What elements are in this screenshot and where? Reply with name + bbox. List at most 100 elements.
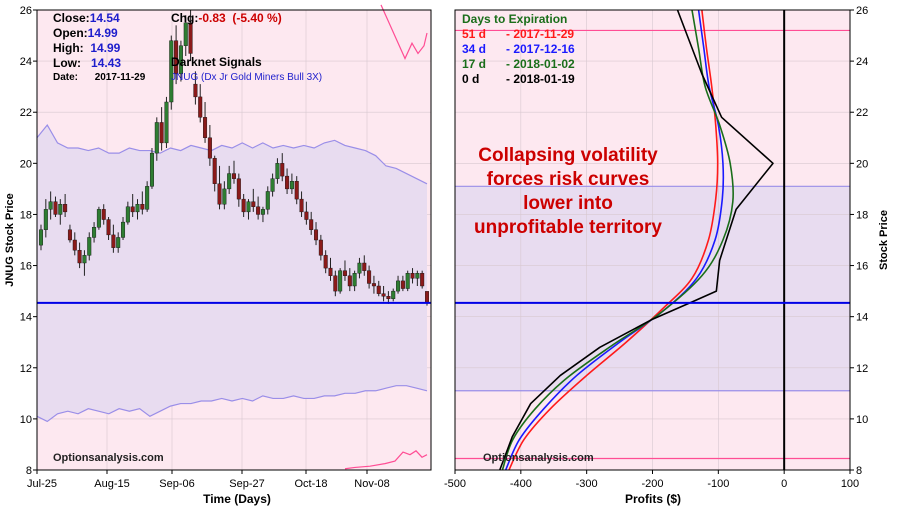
candle [92,222,97,243]
candle-body [111,234,116,248]
candle [217,165,222,210]
candle-body [164,101,169,144]
candle-body [198,96,203,118]
candle-body [53,201,58,215]
chg-label: Chg: [171,11,199,25]
high-value: 14.99 [90,41,121,55]
symbol-title: JNUG (Dx Jr Gold Miners Bull 3X) [171,70,322,85]
candle [227,165,232,194]
candle-body [217,183,222,205]
signals-label: Darknet Signals [171,55,262,69]
right-x-axis-label: Profits ($) [625,492,681,506]
candle-body [357,262,362,274]
left-y-axis-label: JNUG Stock Price [4,193,16,287]
low-readout: Low: 14.43 [53,56,121,71]
low-label: Low: [53,56,81,70]
right-y-tick-label: 24 [856,56,868,68]
candle [169,35,174,110]
candle-body [415,273,420,279]
candle [236,173,241,207]
candle-body [289,181,294,190]
candle-body [318,239,323,256]
legend-entry-34d: 34 d - 2017-12-16 [462,42,575,57]
candle-body [135,204,140,213]
candle-body [67,229,72,241]
candle [203,102,208,143]
candle [309,211,314,235]
candle-body [231,173,236,179]
right-x-tick-label: -200 [641,478,663,490]
candle [304,201,309,225]
candle-body [227,173,232,190]
left-y-tick-label: 18 [20,209,32,221]
candle [106,217,111,240]
candle-body [241,198,246,213]
candle [87,232,92,261]
candle [289,173,294,194]
left-y-tick-label: 10 [20,414,32,426]
candle [376,280,381,297]
right-x-tick-label: -100 [707,478,729,490]
low-value: 14.43 [91,56,122,70]
candle-body [328,267,333,276]
candle-body [159,122,164,144]
candle [149,148,154,189]
right-x-tick-label: -300 [576,478,598,490]
risk-curve-0d [499,9,774,471]
candle [130,194,135,217]
candle [140,191,145,215]
right-y-tick-label: 12 [856,363,868,375]
candle-body [121,221,126,238]
candle-body [193,83,198,98]
right-x-tick-label: 0 [781,478,787,490]
candle [299,191,304,217]
candle [285,168,290,194]
left-y-tick-label: 14 [20,312,32,324]
candle-body [203,117,208,138]
candle [241,194,246,217]
candle-body [82,255,87,264]
candle-body [260,209,265,215]
candle-body [280,163,285,177]
left-x-tick-label: Sep-06 [159,478,194,490]
candle [96,206,101,230]
candle [178,40,183,82]
candle-body [39,229,44,246]
left-plot-border [36,9,432,471]
candle [222,181,227,210]
change-readout: Chg:-0.83 (-5.40 %) [171,11,282,26]
candle [207,125,212,166]
candle-body [367,270,372,284]
right-watermark: Optionsanalysis.com [483,452,594,464]
candle [251,188,256,212]
symbol-label: JNUG (Dx Jr Gold Miners Bull 3X) [171,72,323,83]
candle-body [376,285,381,294]
candle [275,158,280,184]
candle [77,242,82,269]
candle [198,84,203,123]
candle [265,186,270,215]
legend-entry-0d: 0 d - 2018-01-19 [462,72,575,87]
candle-body [222,188,227,205]
candle [164,96,169,148]
candle [410,268,415,284]
candle-body [270,178,275,192]
right-chart: 8 10 12 14 16 18 20 22 24 26 -500 -400 -300 -200 -100… [444,5,890,506]
candle [188,10,193,62]
candle [352,270,357,292]
right-x-ticks: -500 -400 -300 -200 -100 0 100 [444,470,859,490]
high-readout: High: 14.99 [53,41,120,56]
date-value: 2017-11-29 [94,72,146,83]
candle-body [294,181,299,200]
candle [231,160,236,184]
candle [400,275,405,292]
lower-pink-line [344,450,428,470]
chg-value: -0.83 [198,11,226,25]
right-y-tick-label: 14 [856,312,868,324]
left-x-ticks: Jul-25 Aug-15 Sep-06 Sep-27 Oct-18 Nov-08 [27,470,390,490]
candle [323,250,328,274]
candle-body [410,273,415,279]
candle-body [183,22,188,46]
candle-body [58,204,63,215]
left-x-tick-label: Aug-15 [94,478,129,490]
